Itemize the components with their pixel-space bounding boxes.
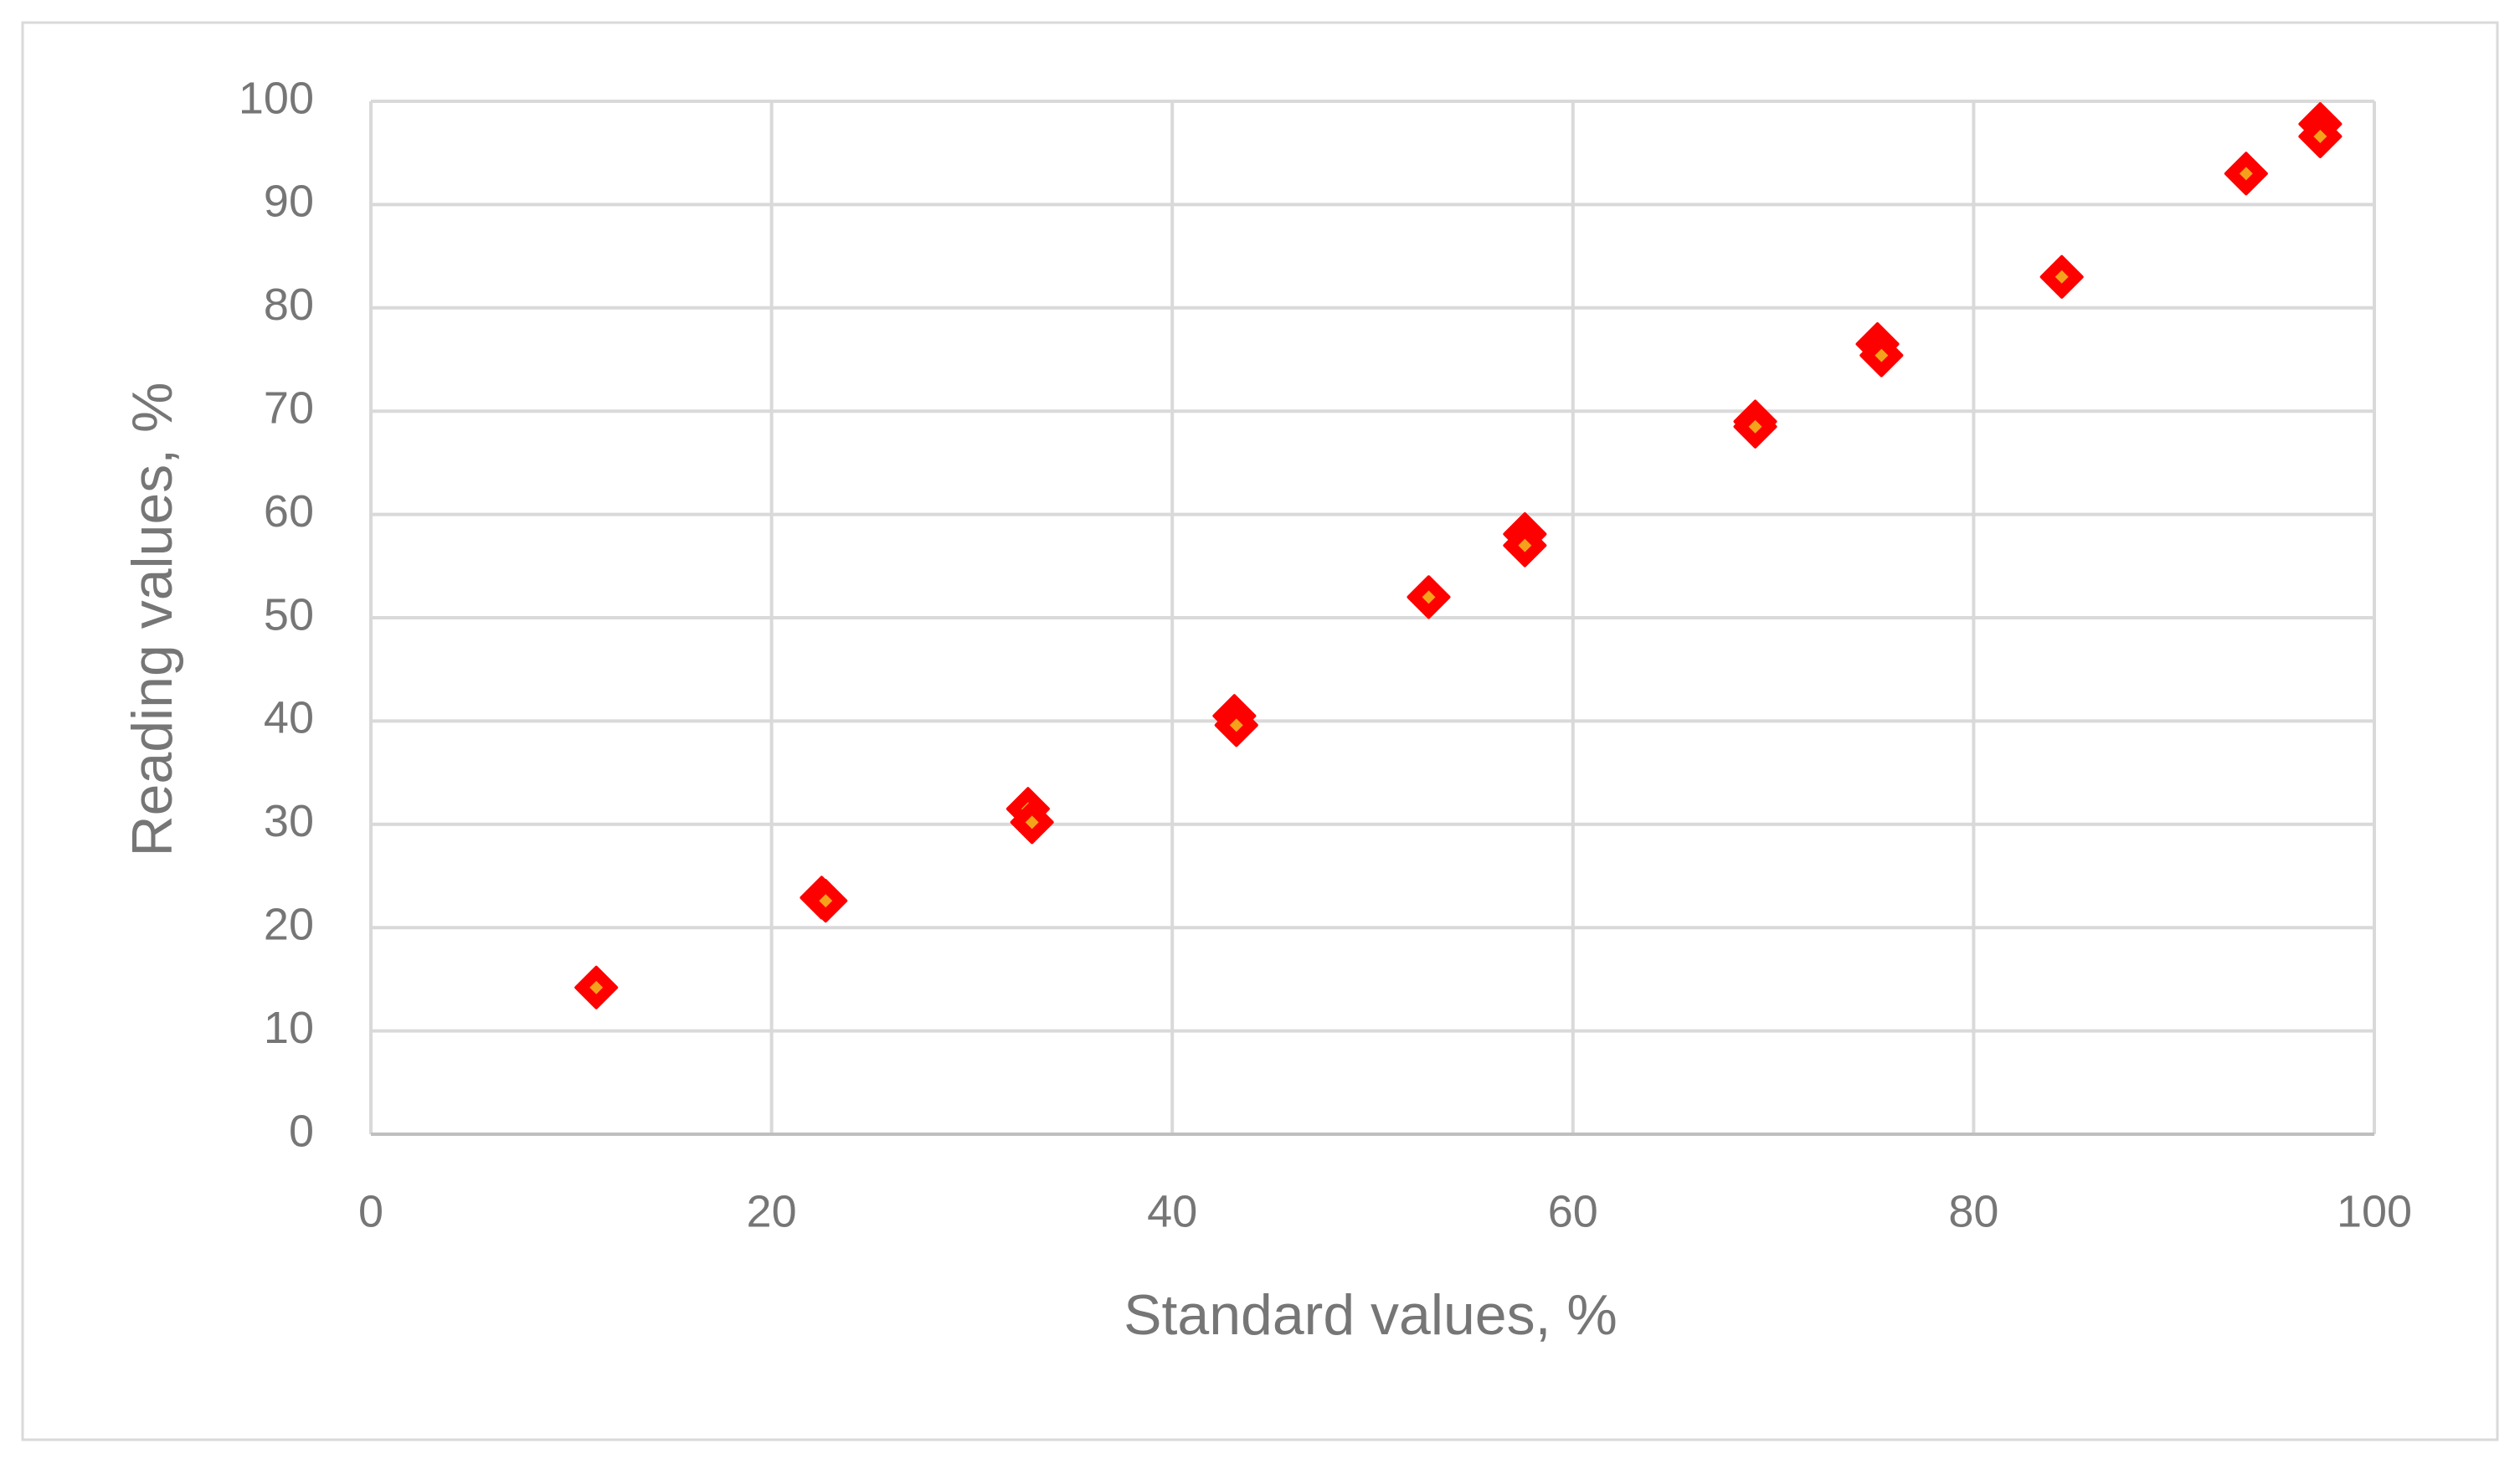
y-tick-label: 30 (264, 796, 314, 846)
point-center (1875, 348, 1889, 362)
y-tick-label: 70 (264, 383, 314, 433)
point-center (1422, 590, 1436, 604)
point (804, 879, 848, 923)
point (1859, 333, 1904, 378)
x-tick-label: 0 (358, 1186, 383, 1236)
x-tick-label: 20 (747, 1186, 797, 1236)
point-center (2239, 167, 2253, 181)
point-center (2313, 129, 2327, 143)
point-center (589, 980, 604, 994)
point-center (819, 894, 833, 908)
y-tick-label: 0 (289, 1106, 314, 1156)
y-tick-label: 20 (264, 899, 314, 949)
point (1407, 575, 1451, 619)
point (1214, 703, 1258, 747)
point-center (1748, 419, 1762, 434)
point (1503, 523, 1547, 568)
x-tick-label: 100 (2337, 1186, 2412, 1236)
point (2224, 152, 2268, 196)
x-tick-label: 80 (1948, 1186, 1998, 1236)
y-tick-label: 100 (239, 73, 314, 123)
x-tick-label: 40 (1147, 1186, 1197, 1236)
x-tick-label: 60 (1548, 1186, 1598, 1236)
y-tick-label: 90 (264, 177, 314, 227)
point (2298, 114, 2343, 158)
point (1733, 404, 1777, 449)
point-center (2055, 270, 2069, 284)
point (1010, 800, 1054, 845)
point (2039, 254, 2084, 299)
y-tick-label: 40 (264, 693, 314, 743)
y-axis-title: Reading values, % (121, 382, 184, 856)
point-center (1025, 815, 1039, 830)
point-center (1229, 718, 1243, 732)
y-tick-label: 10 (264, 1003, 314, 1053)
x-axis-title: Standard values, % (1124, 1283, 1617, 1347)
y-tick-label: 80 (264, 280, 314, 330)
y-tick-label: 60 (264, 486, 314, 537)
point (574, 965, 619, 1009)
y-tick-label: 50 (264, 589, 314, 640)
point-center (1518, 538, 1532, 552)
chart-border (21, 21, 2499, 1441)
